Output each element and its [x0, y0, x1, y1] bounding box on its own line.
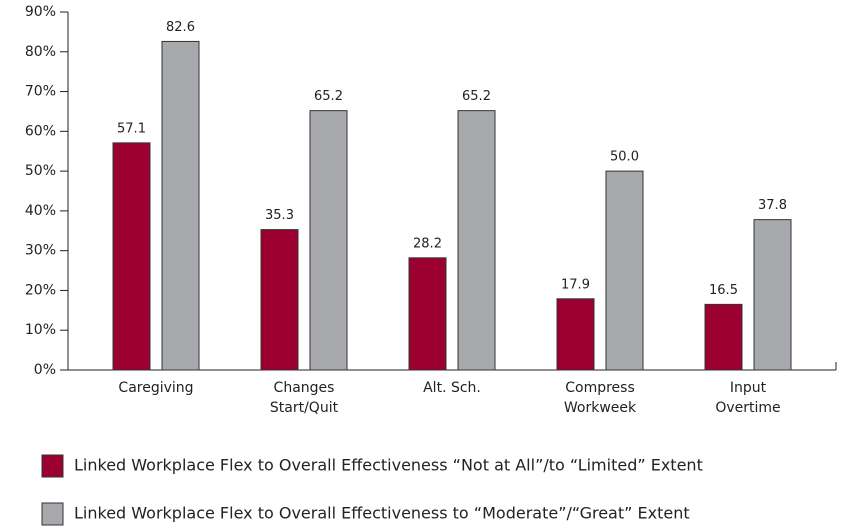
y-tick-label: 50% — [25, 163, 56, 179]
value-label: 17.9 — [561, 277, 590, 292]
value-label: 82.6 — [166, 20, 195, 35]
y-tick-label: 90% — [25, 4, 56, 20]
value-label: 35.3 — [265, 208, 294, 223]
legend-swatch — [41, 502, 64, 526]
bar — [556, 298, 595, 371]
y-tick-label: 20% — [25, 282, 56, 298]
value-label: 37.8 — [758, 198, 787, 213]
bar — [260, 229, 299, 371]
bar — [704, 303, 743, 371]
bar — [112, 142, 151, 371]
value-label: 65.2 — [314, 89, 343, 104]
y-tick-label: 40% — [25, 203, 56, 219]
y-tick-label: 30% — [25, 243, 56, 259]
bar — [605, 170, 644, 371]
legend-label: Linked Workplace Flex to Overall Effecti… — [74, 456, 703, 475]
y-tick-label: 10% — [25, 322, 56, 338]
bar — [753, 219, 792, 371]
y-tick-label: 60% — [25, 123, 56, 139]
bar — [161, 40, 200, 371]
value-label: 57.1 — [117, 121, 146, 136]
x-tick-label: Caregiving — [118, 380, 193, 396]
x-tick-label: Alt. Sch. — [423, 380, 481, 396]
x-tick-label: Compress — [565, 380, 635, 396]
x-tick-label: Input — [730, 380, 767, 396]
bar — [309, 110, 348, 371]
y-tick-label: 80% — [25, 44, 56, 60]
value-label: 16.5 — [709, 283, 738, 298]
bar — [457, 110, 496, 371]
x-tick-label: Overtime — [715, 400, 780, 416]
legend-label: Linked Workplace Flex to Overall Effecti… — [74, 504, 690, 523]
x-tick-label: Changes — [274, 380, 335, 396]
x-tick-label: Workweek — [564, 400, 637, 416]
x-tick-label: Start/Quit — [270, 400, 339, 416]
value-label: 28.2 — [413, 236, 442, 251]
legend-swatch — [41, 454, 64, 478]
value-label: 65.2 — [462, 89, 491, 104]
value-label: 50.0 — [610, 150, 639, 165]
bar — [408, 257, 447, 371]
y-tick-label: 70% — [25, 84, 56, 100]
y-tick-label: 0% — [34, 362, 56, 378]
